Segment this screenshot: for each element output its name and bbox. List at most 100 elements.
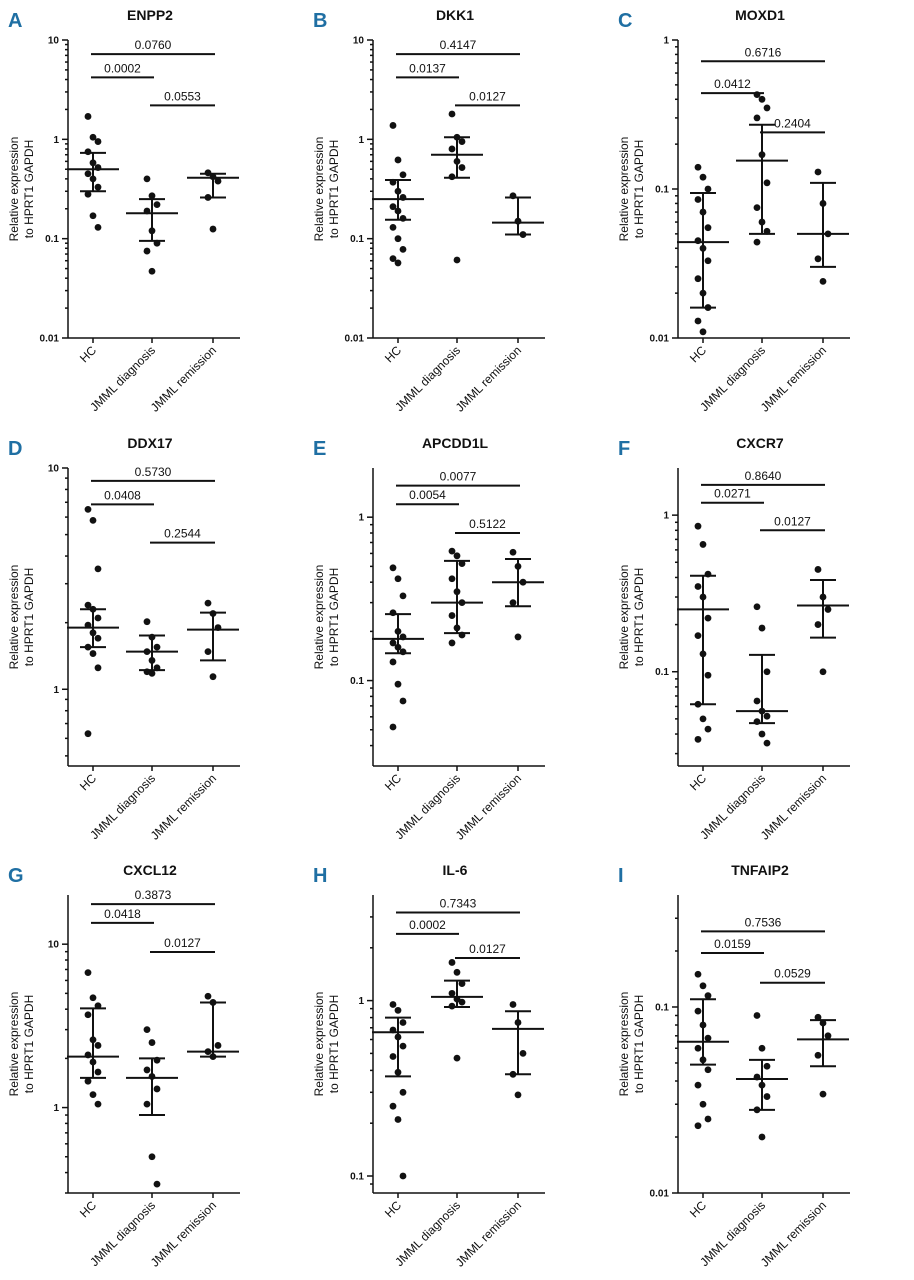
data-point xyxy=(399,697,407,705)
data-point xyxy=(153,239,161,247)
data-point xyxy=(143,1026,151,1034)
data-point xyxy=(394,235,402,243)
y-tick-label: 0.01 xyxy=(650,334,670,345)
data-point xyxy=(84,1011,92,1019)
data-point xyxy=(694,583,702,590)
data-point xyxy=(699,208,707,216)
data-point xyxy=(94,1002,102,1010)
data-point xyxy=(519,231,527,238)
chart-svg-f: F CXCR7 Relative expressionto HPRT1 GAPDH 1… xyxy=(617,435,850,843)
y-tick-label: 0.01 xyxy=(345,334,365,345)
p-value-label: 0.0760 xyxy=(135,38,172,52)
data-point xyxy=(758,1133,766,1141)
data-point xyxy=(84,148,92,156)
data-point xyxy=(509,548,517,556)
data-point xyxy=(448,173,456,181)
data-point xyxy=(458,980,466,988)
y-axis-label-line2: to HPRT1 GAPDH xyxy=(632,995,646,1093)
chart-title: CXCR7 xyxy=(736,435,784,451)
data-point xyxy=(753,1106,761,1114)
y-axis-label: Relative expressionto HPRT1 GAPDH xyxy=(7,565,36,670)
data-point xyxy=(824,230,832,238)
data-point xyxy=(89,516,97,524)
data-point xyxy=(694,237,702,245)
data-point xyxy=(758,624,766,632)
x-tick-label: HC xyxy=(687,343,709,365)
data-point xyxy=(694,735,702,743)
y-axis-label-line1: Relative expression xyxy=(312,992,326,1097)
data-point xyxy=(699,650,707,658)
chart-svg-i: I TNFAIP2 Relative expressionto HPRT1 GAPD… xyxy=(617,862,850,1270)
data-point xyxy=(819,200,827,207)
data-point xyxy=(694,522,702,530)
data-point xyxy=(758,707,766,715)
data-point xyxy=(394,1116,402,1123)
y-axis-label: Relative expressionto HPRT1 GAPDH xyxy=(617,137,646,242)
data-point xyxy=(399,1042,407,1050)
y-axis-label-line2: to HPRT1 GAPDH xyxy=(327,995,341,1093)
data-point xyxy=(453,133,461,141)
panel-letter: C xyxy=(618,10,632,32)
data-point xyxy=(509,1001,517,1008)
y-axis-label-line2: to HPRT1 GAPDH xyxy=(22,995,36,1093)
x-tick-label: HC xyxy=(382,771,404,793)
data-point xyxy=(153,664,161,672)
chart-svg-h: H IL-6 Relative expressionto HPRT1 GAPDH 1 0… xyxy=(312,862,545,1270)
chart-title: IL-6 xyxy=(443,862,468,878)
p-value-label: 0.0002 xyxy=(104,61,141,75)
x-tick-label: JMML remission xyxy=(758,771,829,842)
data-point xyxy=(448,639,456,647)
data-point xyxy=(458,631,466,639)
data-point xyxy=(699,1056,707,1064)
y-axis-label: Relative expressionto HPRT1 GAPDH xyxy=(312,565,341,670)
data-point xyxy=(389,255,397,262)
chart-title: MOXD1 xyxy=(735,7,785,23)
data-point xyxy=(148,267,156,275)
data-point xyxy=(209,225,217,233)
p-value-label: 0.0077 xyxy=(440,470,477,484)
data-point xyxy=(519,1050,527,1057)
data-point xyxy=(753,238,761,246)
panel-letter: A xyxy=(8,10,22,32)
p-value-label: 0.0418 xyxy=(104,907,141,921)
x-tick-label: HC xyxy=(687,1198,709,1220)
data-point xyxy=(399,194,407,201)
chart-svg-g: G CXCL12 Relative expressionto HPRT1 GAPDH… xyxy=(7,862,240,1270)
data-point xyxy=(694,632,702,640)
data-point xyxy=(89,212,97,220)
data-point xyxy=(694,1007,702,1015)
data-point xyxy=(399,214,407,222)
data-point xyxy=(94,614,102,622)
y-axis-label-line2: to HPRT1 GAPDH xyxy=(327,140,341,238)
x-tick-label: JMML remission xyxy=(453,343,524,414)
y-tick-label: 1 xyxy=(53,135,59,146)
data-point xyxy=(758,1081,766,1089)
x-tick-label: JMML remission xyxy=(148,771,219,842)
p-value-label: 0.0127 xyxy=(164,936,201,950)
data-point xyxy=(389,223,397,231)
data-point xyxy=(143,1066,151,1074)
data-point xyxy=(758,1044,766,1052)
data-point xyxy=(209,999,217,1006)
y-tick-label: 0.01 xyxy=(40,334,60,345)
data-point xyxy=(758,95,766,103)
data-point xyxy=(148,192,156,200)
x-tick-label: HC xyxy=(77,1198,99,1220)
data-point xyxy=(819,593,827,601)
chart-title: DDX17 xyxy=(127,435,172,451)
y-tick-label: 0.1 xyxy=(350,234,364,245)
data-point xyxy=(153,1056,161,1064)
chart-title: ENPP2 xyxy=(127,7,173,23)
data-point xyxy=(814,566,822,573)
y-tick-label: 0.1 xyxy=(45,234,59,245)
p-value-label: 0.0412 xyxy=(714,77,751,91)
data-point xyxy=(94,565,102,573)
data-point xyxy=(84,621,92,629)
data-point xyxy=(84,113,92,120)
data-point xyxy=(94,223,102,231)
data-point xyxy=(694,163,702,171)
data-point xyxy=(453,256,461,264)
p-value-label: 0.2404 xyxy=(774,116,811,130)
data-point xyxy=(214,1042,222,1049)
